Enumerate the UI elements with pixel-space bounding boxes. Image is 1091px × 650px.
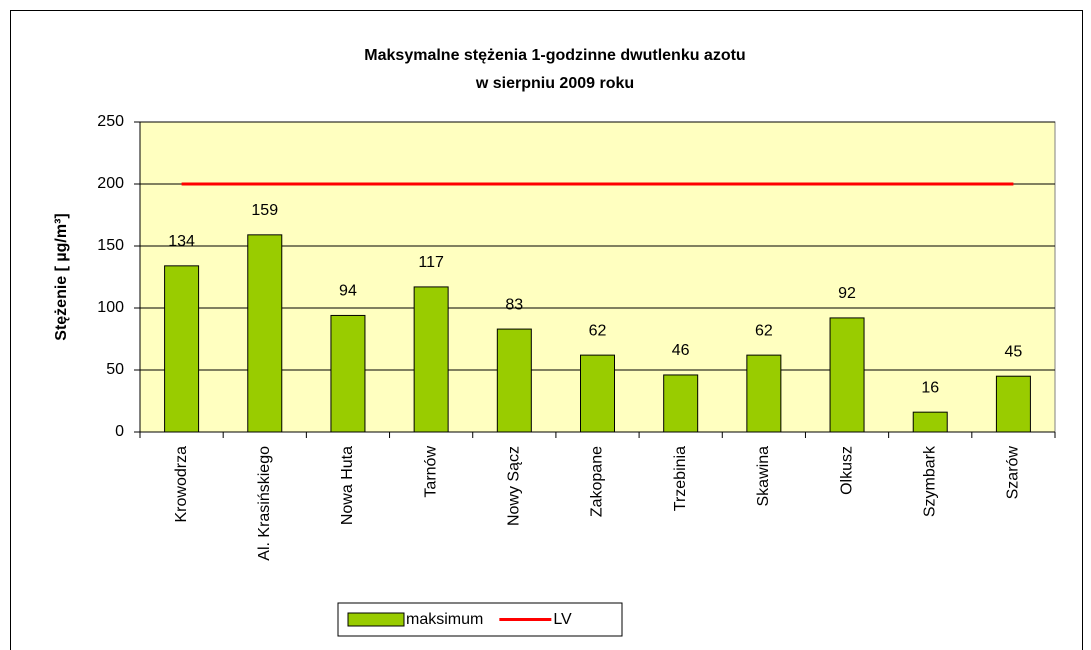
chart-subtitle: w sierpniu 2009 roku bbox=[475, 75, 634, 92]
y-tick-label: 50 bbox=[106, 361, 124, 378]
data-label: 62 bbox=[755, 322, 773, 339]
x-tick-label: Nowy Sącz bbox=[506, 446, 523, 526]
legend-swatch bbox=[347, 612, 405, 627]
x-tick-label: Szarów bbox=[1005, 446, 1022, 500]
x-tick-label: Al. Krasińskiego bbox=[256, 446, 273, 561]
y-axis-label: Stężenie [ µg/m³] bbox=[53, 213, 70, 340]
bar bbox=[413, 286, 449, 433]
y-tick-label: 250 bbox=[97, 113, 124, 130]
x-tick-label: Nowa Huta bbox=[339, 446, 356, 525]
bar bbox=[330, 314, 366, 433]
data-label: 134 bbox=[168, 233, 195, 250]
x-tick-label: Trzebinia bbox=[672, 446, 689, 511]
x-tick-label: Tarnów bbox=[422, 446, 439, 498]
bar bbox=[829, 317, 865, 433]
bar bbox=[663, 374, 699, 433]
bar bbox=[247, 234, 283, 433]
bar bbox=[496, 328, 532, 433]
data-label: 62 bbox=[589, 322, 607, 339]
chart-frame bbox=[10, 10, 1083, 650]
y-tick-label: 0 bbox=[115, 423, 124, 440]
chart-title: Maksymalne stężenia 1-godzinne dwutlenku… bbox=[364, 47, 745, 64]
x-tick-label: Zakopane bbox=[589, 446, 606, 517]
legend-label: maksimum bbox=[406, 611, 483, 628]
data-label: 45 bbox=[1005, 343, 1023, 360]
data-label: 83 bbox=[505, 296, 523, 313]
bar bbox=[995, 375, 1031, 433]
x-tick-label: Krowodrza bbox=[173, 446, 190, 523]
data-label: 117 bbox=[418, 254, 444, 271]
y-tick-label: 200 bbox=[97, 175, 124, 192]
bar bbox=[164, 265, 200, 433]
data-label: 46 bbox=[672, 342, 690, 359]
data-label: 159 bbox=[251, 202, 278, 219]
bar bbox=[746, 354, 782, 433]
y-tick-label: 150 bbox=[97, 237, 124, 254]
bar bbox=[580, 354, 615, 433]
data-label: 16 bbox=[921, 379, 939, 396]
y-tick-label: 100 bbox=[97, 299, 124, 316]
data-label: 94 bbox=[339, 283, 357, 300]
x-tick-label: Olkusz bbox=[838, 446, 855, 495]
data-label: 92 bbox=[838, 285, 856, 302]
legend-label: LV bbox=[553, 611, 572, 628]
bar bbox=[912, 411, 948, 433]
x-tick-label: Szymbark bbox=[921, 445, 938, 517]
x-tick-label: Skawina bbox=[755, 446, 772, 507]
